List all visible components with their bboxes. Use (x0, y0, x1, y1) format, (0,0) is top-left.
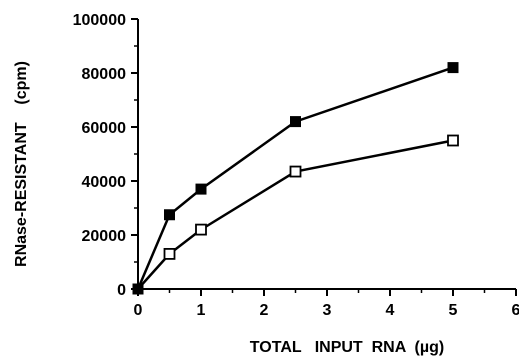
series-2 (132, 134, 459, 295)
y-axis-ticks: 0 20000 40000 60000 80000 100000 (73, 12, 138, 299)
open-square-point (195, 223, 207, 236)
series-line (137, 139, 454, 290)
filled-square-point (195, 183, 207, 195)
x-tick-label: 4 (386, 302, 395, 319)
y-tick-label: 80000 (82, 66, 127, 83)
x-tick-label: 5 (449, 302, 458, 319)
filled-square-point (290, 116, 301, 128)
x-tick-label: 1 (197, 302, 206, 319)
x-tick-label: 2 (260, 302, 269, 319)
y-tick-label: 20000 (82, 228, 127, 245)
open-square-point (289, 165, 302, 178)
y-axis-title: RNase-RESISTANT (cpm) (13, 61, 30, 267)
open-square-point (447, 134, 459, 147)
y-tick-label: 100000 (73, 12, 126, 29)
x-axis-ticks: 0 1 2 3 4 5 6 (134, 289, 519, 319)
series-layer (132, 62, 459, 295)
y-tick-label: 60000 (82, 120, 127, 137)
filled-square-point (164, 209, 175, 221)
open-square-point (163, 247, 176, 260)
open-square-point (132, 283, 144, 295)
y-tick-label: 0 (117, 282, 126, 299)
y-tick-label: 40000 (82, 174, 127, 191)
x-tick-label: 6 (512, 302, 519, 319)
x-tick-label: 3 (323, 302, 332, 319)
filled-square-point (447, 62, 459, 74)
axes (137, 19, 516, 290)
x-tick-label: 0 (134, 302, 143, 319)
series-line (136, 66, 454, 290)
series-1 (132, 62, 459, 295)
x-axis-title: TOTAL INPUT RNA (µg) (250, 339, 444, 356)
